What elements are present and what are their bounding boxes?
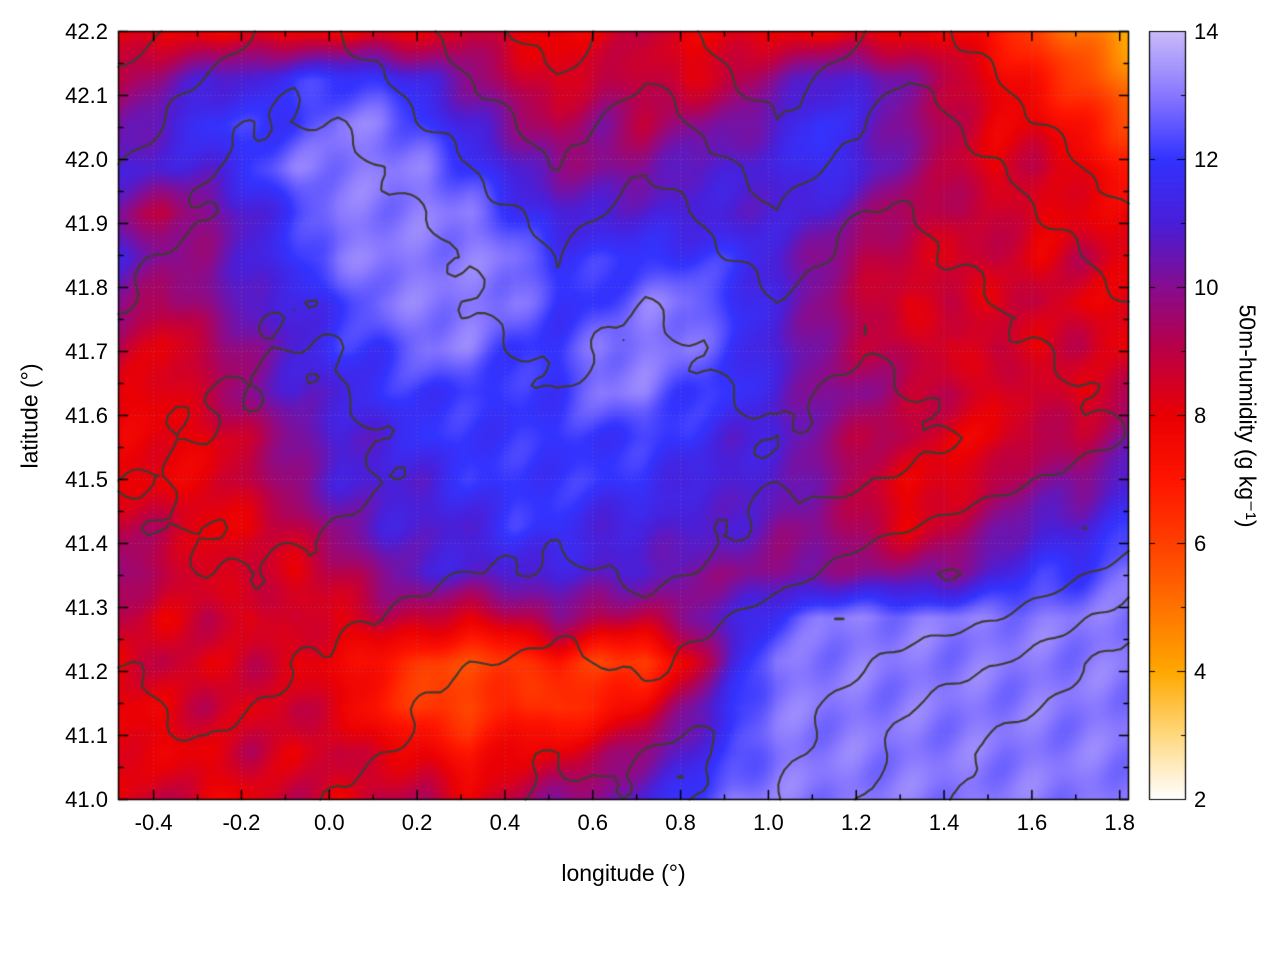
x-tick-label: 1.2	[840, 810, 872, 835]
y-tick-label: 41.6	[65, 402, 108, 428]
x-tick-label: 0.4	[489, 810, 521, 835]
colorbar-tick-label: 14	[1194, 18, 1219, 44]
colorbar-label: 50m-humidity (g kg⁻¹)	[1234, 304, 1261, 528]
y-tick-label: 41.3	[65, 594, 108, 620]
colorbar-tick-label: 12	[1194, 146, 1219, 172]
colorbar-tick-label: 2	[1194, 786, 1207, 812]
colorbar-tick-label: 6	[1194, 530, 1207, 556]
y-tick-label: 42.2	[65, 18, 108, 44]
colorbar-tick-label: 8	[1194, 402, 1207, 428]
y-tick-label: 41.0	[65, 786, 108, 812]
x-tick-label: 0.6	[577, 810, 609, 835]
y-tick-label: 41.9	[65, 210, 108, 236]
y-tick-label: 41.5	[65, 466, 108, 492]
x-tick-label: 1.0	[753, 810, 784, 835]
colorbar-tick-label: 4	[1194, 658, 1207, 684]
x-tick-label: 0.2	[401, 810, 433, 835]
y-tick-label: 41.7	[65, 338, 108, 364]
colorbar-tick-label: 10	[1194, 274, 1219, 300]
x-tick-label: -0.4	[134, 810, 173, 835]
y-tick-label: 41.2	[65, 658, 108, 684]
x-tick-label: 1.8	[1104, 810, 1135, 835]
x-tick-label: 1.6	[1016, 810, 1048, 835]
y-tick-label: 41.8	[65, 274, 108, 300]
x-tick-label: 0.8	[665, 810, 696, 835]
y-tick-label: 41.1	[65, 722, 108, 748]
y-tick-label: 42.0	[65, 146, 108, 172]
x-axis-label: longitude (°)	[561, 860, 686, 886]
y-tick-label: 41.4	[65, 530, 108, 556]
y-tick-label: 42.1	[65, 82, 108, 108]
x-tick-label: -0.2	[222, 810, 261, 835]
x-tick-label: 0.0	[313, 810, 345, 835]
x-tick-label: 1.4	[928, 810, 960, 835]
